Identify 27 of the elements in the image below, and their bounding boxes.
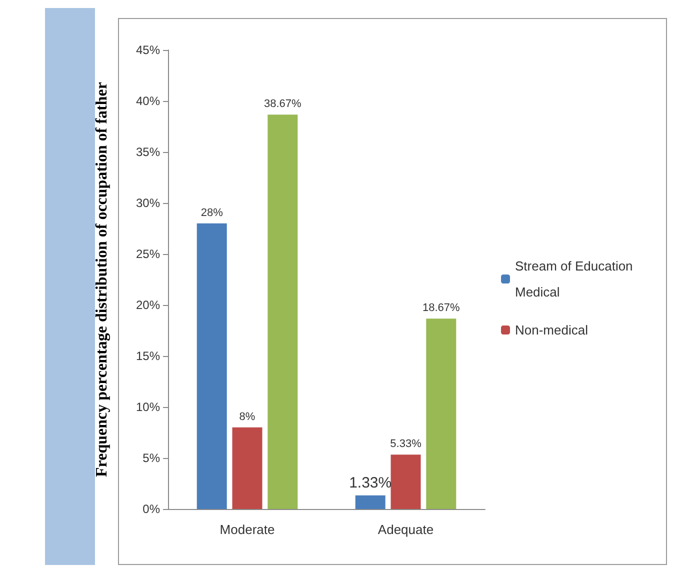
data-label: 1.33% xyxy=(349,474,392,492)
x-tick-label: Adequate xyxy=(378,522,434,537)
data-label: 8% xyxy=(239,410,256,423)
y-tick-label: 15% xyxy=(136,349,160,363)
y-tick-label: 35% xyxy=(136,145,160,159)
bar xyxy=(232,427,262,509)
x-tick-label: Moderate xyxy=(220,522,275,537)
y-tick-label: 45% xyxy=(136,43,160,57)
data-label: 5.33% xyxy=(390,438,422,450)
y-tick-label: 40% xyxy=(136,94,160,108)
bar xyxy=(390,454,421,509)
bar xyxy=(355,495,386,509)
legend-label: Non-medical xyxy=(515,322,588,338)
y-tick-label: 25% xyxy=(136,247,160,261)
y-axis-title: Frequency percentage distribution of occupation of father xyxy=(94,82,110,477)
bar xyxy=(268,114,298,509)
data-label: 38.67% xyxy=(264,98,302,110)
y-tick-label: 20% xyxy=(136,298,160,312)
y-tick-label: 30% xyxy=(136,196,160,210)
data-label: 28% xyxy=(200,206,224,219)
bar xyxy=(196,223,227,509)
bar xyxy=(426,318,456,509)
data-label: 18.67% xyxy=(422,302,460,314)
y-tick-label: 0% xyxy=(142,502,160,516)
y-tick-label: 10% xyxy=(136,400,160,414)
y-tick-label: 5% xyxy=(142,451,160,465)
legend-label: Stream of Education Medical xyxy=(515,258,633,300)
